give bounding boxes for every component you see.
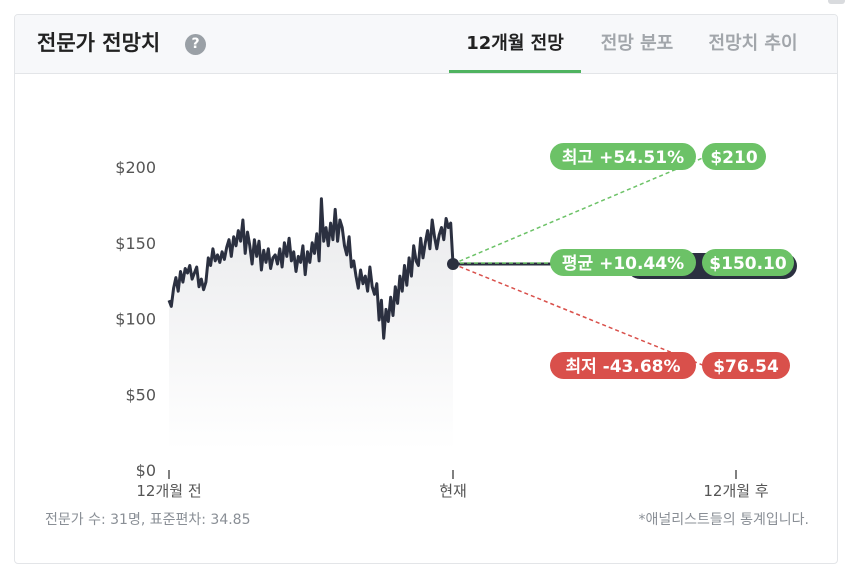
price-history-line	[167, 197, 455, 340]
x-tick-label: 12개월 후	[703, 482, 768, 500]
tab-12-month-forecast[interactable]: 12개월 전망	[449, 30, 581, 73]
price-area	[169, 198, 453, 450]
tab-forecast-trend[interactable]: 전망치 추이	[708, 33, 798, 54]
x-tick-label: 12개월 전	[136, 482, 201, 500]
help-icon[interactable]: ?	[185, 34, 206, 55]
high-forecast-line	[452, 156, 706, 265]
forecast-pct-label: 평균 +10.44%	[562, 254, 684, 274]
forecast-pct-label: 최저 -43.68%	[565, 357, 680, 377]
card-header: 전문가 전망치 ? 12개월 전망 전망 분포 전망치 추이	[15, 15, 837, 74]
low-forecast-line	[452, 263, 706, 367]
y-tick-label: $150	[115, 234, 156, 253]
forecast-pct-pill	[550, 352, 696, 379]
tab-forecast-distribution[interactable]: 전망 분포	[600, 33, 674, 54]
forecast-value-pill	[702, 143, 766, 170]
analyst-count-note: 전문가 수: 31명, 표준편차: 34.85	[45, 512, 251, 528]
forecast-pct-pill	[550, 143, 696, 170]
forecast-value-label: $150.10	[709, 254, 787, 274]
forecast-pct-pill	[550, 249, 696, 276]
y-tick-label: $100	[115, 310, 156, 329]
forecast-pct-label: 최고 +54.51%	[562, 148, 684, 168]
y-tick-label: $200	[115, 158, 156, 177]
y-tick-label: $50	[125, 385, 156, 404]
forecast-value-label: $76.54	[713, 357, 779, 377]
forecast-value-pill	[702, 249, 794, 276]
y-tick-label: $0	[136, 461, 156, 480]
current-price-dot	[447, 257, 459, 270]
analyst-forecast-card: 전문가 전망치 ? 12개월 전망 전망 분포 전망치 추이 $200 $150 $…	[14, 14, 838, 564]
source-note: *애널리스트들의 통계입니다.	[638, 512, 809, 528]
x-tick-label: 현재	[439, 482, 467, 500]
top-corner-tab	[828, 0, 845, 4]
forecast-chart: $200 $150 $100 $50 $0 12개월 전 현재 12개월 후 최고 +54.…	[115, 143, 797, 500]
page-title: 전문가 전망치	[37, 31, 161, 55]
forecast-value-pill	[702, 352, 790, 379]
forecast-value-label: $210	[710, 148, 757, 168]
